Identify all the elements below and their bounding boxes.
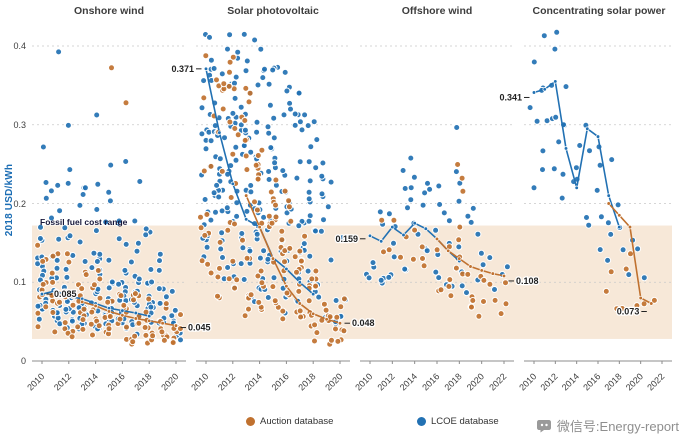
- legend-label-lcoe: LCOE database: [431, 416, 499, 427]
- panel-title-solar-pv: Solar photovoltaic: [227, 5, 319, 17]
- x-tick-label: 2012: [376, 371, 397, 392]
- x-tick-label: 2014: [398, 371, 419, 392]
- x-tick-label: 2018: [443, 371, 464, 392]
- x-tick-label: 2014: [560, 371, 581, 392]
- x-tick-label: 2014: [79, 371, 100, 392]
- points-auction: [378, 161, 510, 320]
- annotation-0.341: 0.341: [498, 91, 530, 104]
- annotation-0.108: 0.108: [508, 275, 540, 287]
- panel-2: 2010 2012 2014 2016 2018 2020 2022: [353, 45, 514, 393]
- panel-title-csp: Concentrating solar power: [532, 5, 666, 17]
- trend-auction: [80, 299, 179, 328]
- x-tick-label: 2018: [132, 371, 153, 392]
- svg-text:0.045: 0.045: [188, 323, 211, 333]
- y-tick-0-4: 0.4: [13, 41, 26, 51]
- x-tick-label: 2016: [106, 371, 127, 392]
- trend-auction: [244, 193, 343, 326]
- points-auction: [197, 52, 348, 348]
- panel-title-onshore-wind: Onshore wind: [73, 5, 144, 17]
- annotation-0.371: 0.371: [170, 63, 202, 75]
- annotation-0.073: 0.073: [616, 305, 647, 318]
- svg-text:0.048: 0.048: [352, 318, 375, 328]
- points-lcoe: [526, 28, 648, 282]
- x-tick-label: 2016: [270, 371, 291, 392]
- annotation-0.159: 0.159: [334, 233, 366, 245]
- svg-text:0.073: 0.073: [617, 307, 640, 317]
- y-tick-0-1: 0.1: [13, 277, 26, 287]
- svg-text:0.085: 0.085: [54, 289, 77, 299]
- x-tick-label: 2012: [216, 371, 237, 392]
- x-tick-label: 2020: [624, 371, 645, 392]
- trend-auction: [606, 201, 654, 306]
- trend-lcoe: [531, 79, 622, 230]
- y-tick-0-2: 0.2: [13, 199, 26, 209]
- panel-0: 2010 2012 2014 2016 2018 2020: [25, 45, 186, 393]
- x-tick-label: 2020: [159, 371, 180, 392]
- x-tick-label: 2010: [189, 371, 210, 392]
- x-tick-label: 2010: [353, 371, 374, 392]
- y-tick-0: 0: [20, 356, 26, 366]
- points-auction: [602, 250, 658, 313]
- watermark: 微信号:Energy-report: [536, 416, 679, 435]
- annotation-0.045: 0.045: [180, 321, 212, 334]
- y-tick-0-3: 0.3: [13, 120, 26, 130]
- x-tick-label: 2010: [25, 371, 46, 392]
- panel-title-offshore-wind: Offshore wind: [401, 5, 473, 17]
- x-tick-label: 2020: [323, 371, 344, 392]
- panel-1: 2010 2012 2014 2016 2018 2020: [189, 30, 350, 393]
- trend-auction: [434, 236, 507, 279]
- lcoe-dot-icon: [417, 417, 426, 426]
- fossil-fuel-range-label: Fossil fuel cost range: [40, 217, 128, 227]
- x-tick-label: 2022: [487, 371, 508, 392]
- wechat-icon: [536, 419, 551, 432]
- x-tick-label: 2014: [243, 371, 264, 392]
- x-tick-label: 2010: [517, 371, 538, 392]
- annotation-0.085: 0.085: [46, 288, 78, 300]
- x-tick-label: 2018: [603, 371, 624, 392]
- auction-dot-icon: [246, 417, 255, 426]
- trend-lcoe: [39, 288, 152, 319]
- x-tick-label: 2016: [420, 371, 441, 392]
- svg-text:0.371: 0.371: [171, 64, 194, 74]
- x-tick-label: 2020: [465, 371, 486, 392]
- x-tick-label: 2018: [296, 371, 317, 392]
- x-tick-label: 2016: [581, 371, 602, 392]
- x-tick-label: 2022: [645, 371, 666, 392]
- legend-item-auction: Auction database: [246, 416, 333, 427]
- legend-label-auction: Auction database: [260, 416, 334, 427]
- svg-text:0.159: 0.159: [335, 234, 358, 244]
- legend-item-lcoe: LCOE database: [417, 416, 499, 427]
- watermark-text: 微信号:Energy-report: [556, 419, 679, 434]
- svg-text:0.341: 0.341: [499, 92, 522, 102]
- annotation-0.048: 0.048: [344, 317, 376, 329]
- x-tick-label: 2012: [52, 371, 73, 392]
- svg-text:0.108: 0.108: [516, 276, 539, 286]
- x-tick-label: 2012: [539, 371, 560, 392]
